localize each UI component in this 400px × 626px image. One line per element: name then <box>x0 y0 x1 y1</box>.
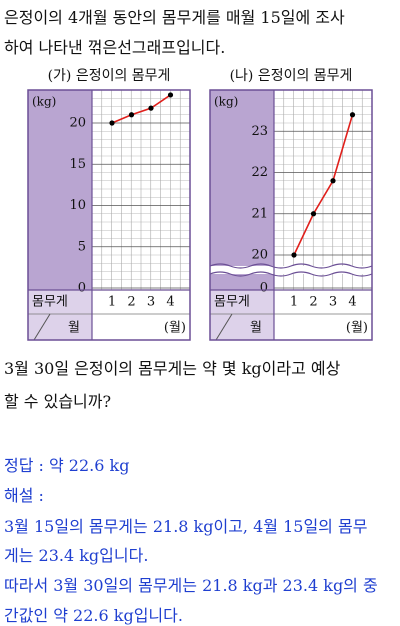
x-tick-label: 2 <box>309 295 317 310</box>
y-tick-label: 10 <box>69 198 86 213</box>
explanation-line: 따라서 3월 30일의 몸무게는 21.8 kg과 23.4 kg의 중 <box>4 576 378 595</box>
y-tick-label: 23 <box>251 124 268 139</box>
explanation-line: 3월 15일의 몸무게는 21.8 kg이고, 4월 15일의 몸무 <box>4 517 368 536</box>
explanation-line: 게는 23.4 kg입니다. <box>4 546 149 565</box>
question-line: 할 수 있습니까? <box>4 392 112 411</box>
chart-title: (가) 은정이의 몸무게 <box>48 68 171 84</box>
y-tick-label: 21 <box>251 206 268 221</box>
intro-line: 하여 나타낸 꺾은선그래프입니다. <box>4 38 226 57</box>
data-point <box>109 120 115 126</box>
break-line <box>209 263 373 269</box>
col-label: 월 <box>68 321 80 336</box>
y-tick-label: 0 <box>78 281 86 296</box>
data-point <box>349 112 356 118</box>
data-point <box>291 252 297 258</box>
corner-diagonal <box>33 313 51 341</box>
question-line: 3월 30일 은정이의 몸무게는 약 몇 kg이라고 예상 <box>4 359 341 378</box>
y-tick-label: 20 <box>251 248 268 263</box>
data-point <box>330 178 336 184</box>
x-unit: (월) <box>164 321 186 336</box>
y-column <box>210 90 274 290</box>
x-unit: (월) <box>346 321 368 336</box>
col-label: 월 <box>250 321 262 336</box>
row-label: 몸무게 <box>214 295 250 310</box>
y-tick-label: 20 <box>69 116 86 131</box>
panel-border <box>209 89 373 341</box>
explanation-label: 해설 : <box>4 486 44 505</box>
y-axis-label: (kg) <box>214 95 238 109</box>
break-line <box>209 271 373 277</box>
explanation-line: 간값인 약 22.6 kg입니다. <box>4 606 183 625</box>
data-point <box>310 211 317 217</box>
y-tick-label: 15 <box>69 157 86 172</box>
x-tick-label: 3 <box>329 295 337 310</box>
x-tick-label: 1 <box>290 295 298 310</box>
corner-diagonal <box>215 313 233 341</box>
break-gap <box>210 266 372 274</box>
chart-title: (나) 은정이의 몸무게 <box>230 68 353 84</box>
y-axis-label: (kg) <box>32 95 56 109</box>
data-point <box>167 92 174 98</box>
y-tick-label: 5 <box>78 239 86 254</box>
data-point <box>148 105 154 111</box>
row-label: 몸무게 <box>32 295 68 310</box>
data-line <box>111 94 171 124</box>
panel-border <box>27 89 191 341</box>
x-tick-label: 3 <box>147 295 155 310</box>
answer: 정답 : 약 22.6 kg <box>4 456 130 475</box>
y-column <box>28 90 92 290</box>
y-tick-label: 22 <box>251 165 268 180</box>
x-tick-label: 1 <box>108 295 116 310</box>
intro-line: 은정이의 4개월 동안의 몸무게를 매월 15일에 조사 <box>4 8 345 27</box>
x-tick-label: 2 <box>127 295 135 310</box>
data-point <box>128 112 135 118</box>
y-tick-label: 0 <box>260 281 268 296</box>
x-tick-label: 4 <box>348 295 356 310</box>
data-line <box>293 114 354 256</box>
x-tick-label: 4 <box>166 295 174 310</box>
